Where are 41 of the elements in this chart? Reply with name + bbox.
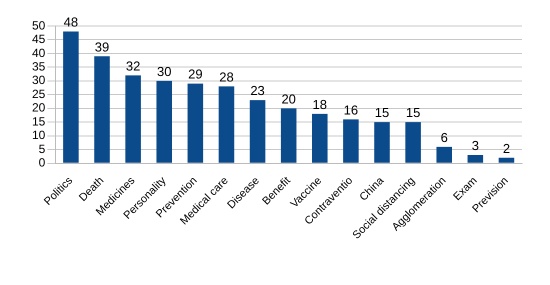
data-label: 39 xyxy=(94,39,110,54)
data-label: 6 xyxy=(440,130,448,145)
bar xyxy=(188,84,204,163)
data-label: 2 xyxy=(502,140,510,156)
bar xyxy=(312,114,328,163)
data-label: 28 xyxy=(219,69,234,84)
y-tick-label: 30 xyxy=(32,73,46,88)
data-label: 48 xyxy=(64,14,78,30)
data-label: 18 xyxy=(312,96,328,112)
bar xyxy=(405,122,421,163)
y-tick-label: 45 xyxy=(32,32,46,46)
y-tick-label: 15 xyxy=(32,114,46,128)
bar xyxy=(94,56,110,163)
bar xyxy=(498,158,514,163)
y-tick-label: 20 xyxy=(32,100,46,115)
bar xyxy=(156,80,172,163)
y-tick-label: 5 xyxy=(38,142,46,156)
y-tick-label: 10 xyxy=(32,128,46,142)
bar xyxy=(468,155,484,163)
data-label: 32 xyxy=(126,58,140,74)
bar xyxy=(343,119,359,163)
bar xyxy=(63,31,79,163)
data-label: 20 xyxy=(281,91,296,106)
y-tick-label: 25 xyxy=(32,86,46,101)
y-tick-label: 50 xyxy=(32,18,46,32)
bar xyxy=(125,75,141,163)
data-label: 3 xyxy=(472,138,479,154)
bar xyxy=(250,100,266,163)
bar xyxy=(374,122,390,163)
data-label: 15 xyxy=(406,105,420,120)
data-label: 15 xyxy=(374,105,390,120)
data-label: 30 xyxy=(157,64,172,79)
y-tick-label: 0 xyxy=(38,156,46,170)
bar xyxy=(280,108,296,163)
data-label: 16 xyxy=(344,102,358,118)
bar xyxy=(436,146,452,163)
data-label: 23 xyxy=(250,83,265,98)
data-label: 29 xyxy=(188,66,203,82)
y-tick-label: 40 xyxy=(32,46,46,60)
bar xyxy=(218,86,234,163)
y-tick-label: 35 xyxy=(32,60,46,74)
